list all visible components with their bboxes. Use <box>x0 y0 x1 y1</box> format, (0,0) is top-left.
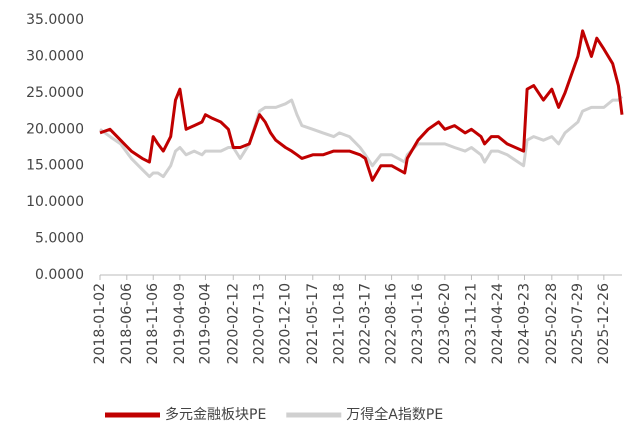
x-tick-label: 2023-06-20 <box>437 283 453 364</box>
y-tick-label: 20.0000 <box>26 121 84 137</box>
x-tick-label: 2023-11-21 <box>463 283 479 364</box>
x-tick-label: 2018-11-06 <box>145 283 161 364</box>
x-tick-label: 2019-09-04 <box>197 283 213 364</box>
x-tick-label: 2024-09-23 <box>517 283 533 364</box>
y-tick-label: 10.0000 <box>26 194 84 210</box>
x-tick-label: 2025-07-29 <box>570 283 586 364</box>
x-tick-label: 2025-12-26 <box>596 283 612 364</box>
x-tick-label: 2018-06-06 <box>119 283 135 364</box>
legend-label: 多元金融板块PE <box>165 406 266 423</box>
y-tick-label: 15.0000 <box>26 158 84 174</box>
series-line <box>99 29 624 182</box>
y-tick-label: 25.0000 <box>26 85 84 101</box>
series-line <box>99 95 624 179</box>
legend-label: 万得全A指数PE <box>346 406 443 423</box>
y-tick-label: 35.0000 <box>26 12 84 28</box>
y-tick-label: 0.0000 <box>35 267 84 283</box>
x-tick-label: 2023-01-16 <box>410 283 426 364</box>
x-tick-label: 2020-12-10 <box>277 283 293 364</box>
x-tick-label: 2020-07-13 <box>252 283 268 364</box>
x-tick-label: 2020-02-12 <box>225 283 241 364</box>
x-tick-label: 2022-03-17 <box>357 283 373 364</box>
x-tick-label: 2022-08-16 <box>384 283 400 364</box>
x-tick-label: 2025-02-28 <box>544 283 560 364</box>
y-tick-label: 30.0000 <box>26 48 84 64</box>
y-tick-label: 5.0000 <box>35 231 84 247</box>
x-tick-label: 2018-01-02 <box>92 283 108 364</box>
x-tick-label: 2021-10-18 <box>331 283 347 364</box>
x-tick-label: 2021-05-17 <box>305 283 321 364</box>
x-tick-label: 2024-04-24 <box>490 283 506 364</box>
x-tick-label: 2019-04-09 <box>172 283 188 364</box>
